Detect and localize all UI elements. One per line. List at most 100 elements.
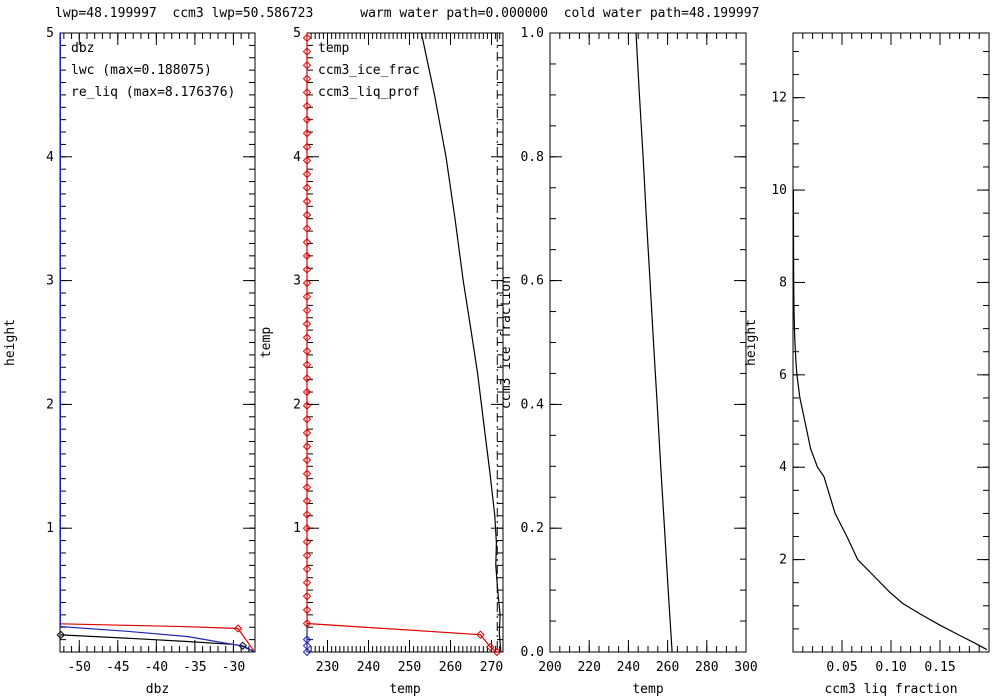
y-minor-ticks xyxy=(307,32,503,653)
diamond-marker xyxy=(302,647,312,657)
diamond-marker xyxy=(302,346,312,356)
y-minor-ticks xyxy=(550,32,746,653)
y-tick-label: 10 xyxy=(771,183,787,198)
y-major-ticks xyxy=(550,32,746,653)
x-tick-label: 300 xyxy=(734,660,757,675)
diamond-marker xyxy=(302,605,312,615)
diamond-marker xyxy=(56,630,65,640)
series-temp xyxy=(420,32,502,653)
diamond-marker xyxy=(302,224,312,233)
y-tick-label: 1 xyxy=(293,521,301,536)
diamond-marker xyxy=(302,183,312,192)
y-axis-title: ccm3 ice fraction xyxy=(499,276,514,409)
series-lwc-markers xyxy=(233,624,243,633)
diamond-marker xyxy=(302,428,312,438)
x-tick-label: -30 xyxy=(222,660,245,675)
x-major-ticks xyxy=(327,33,493,652)
diamond-marker xyxy=(302,306,312,315)
y-tick-label: 0.6 xyxy=(521,274,544,289)
series-ccm3_liq_prof xyxy=(306,33,498,653)
diamond-marker xyxy=(302,523,312,533)
diamond-marker xyxy=(302,115,312,124)
x-tick-label: 230 xyxy=(316,660,339,675)
y-tick-label: 5 xyxy=(293,26,301,41)
diamond-marker xyxy=(302,333,312,342)
x-tick-label: 0.05 xyxy=(826,660,857,675)
diamond-marker xyxy=(302,251,312,261)
x-tick-label: 280 xyxy=(695,660,718,675)
legend-label-lwc: lwc (max=0.188075) xyxy=(71,63,212,78)
diamond-marker xyxy=(302,387,312,397)
y-tick-label: 1.0 xyxy=(521,26,544,41)
legend: temp ccm3_ice_frac ccm3_liq_prof xyxy=(318,41,420,100)
x-minor-ticks xyxy=(792,33,990,652)
x-tick-label: 0.10 xyxy=(875,660,906,675)
diamond-marker xyxy=(476,630,485,639)
diamond-marker xyxy=(302,483,312,492)
diamond-marker xyxy=(302,292,312,301)
x-tick-label: 240 xyxy=(617,660,640,675)
diamond-marker xyxy=(302,510,312,519)
y-tick-labels: 0.0 0.2 0.4 0.6 0.8 1.0 xyxy=(521,26,545,660)
y-tick-label: 5 xyxy=(46,26,54,41)
y-axis-title: temp xyxy=(259,327,274,358)
figure-title: lwp=48.199997 ccm3 lwp=50.586723 warm wa… xyxy=(55,6,760,21)
panel-ice-fraction-vs-temp: 200 220 240 260 280 300 0.0 0.2 0.4 0.6 0.8 1.0 temp… xyxy=(499,26,758,697)
diamond-marker xyxy=(302,265,312,274)
plot-frame xyxy=(792,32,990,653)
y-tick-label: 6 xyxy=(779,368,787,383)
y-tick-label: 12 xyxy=(771,91,787,106)
x-tick-label: -50 xyxy=(68,660,91,675)
plot-frame xyxy=(306,32,504,653)
x-tick-label: 270 xyxy=(480,660,503,675)
x-minor-ticks xyxy=(63,33,250,652)
y-tick-label: 2 xyxy=(293,397,301,412)
diamond-marker xyxy=(492,647,502,657)
diamond-marker xyxy=(302,33,312,43)
y-major-ticks xyxy=(307,32,503,529)
y-tick-label: 4 xyxy=(293,150,301,165)
series-re_liq xyxy=(59,33,255,653)
diamond-marker xyxy=(233,624,243,633)
panel-temp-profile: 230 240 250 260 270 1 2 3 4 5 temp temp temp ccm3_ice… xyxy=(259,26,504,697)
series-ccm3_ice_fraction xyxy=(635,32,673,653)
x-tick-label: 220 xyxy=(577,660,600,675)
diamond-marker xyxy=(302,210,312,220)
y-minor-ticks xyxy=(60,32,255,653)
x-major-ticks xyxy=(549,33,747,652)
legend-label-ccm3_liq_prof: ccm3_liq_prof xyxy=(318,85,420,100)
x-tick-label: -40 xyxy=(145,660,168,675)
diamond-marker xyxy=(302,469,312,478)
diamond-marker xyxy=(302,129,312,138)
diamond-marker xyxy=(302,641,312,651)
y-tick-label: 8 xyxy=(779,275,787,290)
y-tick-label: 1 xyxy=(46,521,54,536)
y-axis-title: height xyxy=(744,319,759,366)
panel-dbz-profile: -50 -45 -40 -35 -30 1 2 3 4 5 dbz height dbz lwc (max… xyxy=(3,26,256,697)
diamond-marker xyxy=(302,169,312,179)
x-axis-title: temp xyxy=(389,682,420,697)
diamond-marker xyxy=(486,642,495,652)
x-major-ticks xyxy=(841,33,941,652)
y-tick-label: 3 xyxy=(293,274,301,289)
y-tick-label: 0.8 xyxy=(521,150,544,165)
y-tick-label: 4 xyxy=(46,150,54,165)
panel-liq-fraction-profile: 0.05 0.10 0.15 2 4 6 8 10 12 ccm3 liq fraction hei… xyxy=(744,32,990,697)
diamond-marker xyxy=(302,74,312,84)
diamond-marker xyxy=(302,360,312,369)
plot-frame xyxy=(549,32,747,653)
plot-frame xyxy=(59,32,256,653)
diamond-marker xyxy=(302,156,312,165)
x-tick-label: 260 xyxy=(656,660,679,675)
y-tick-labels: 1 2 3 4 5 xyxy=(46,26,54,536)
y-tick-label: 0.4 xyxy=(521,397,545,412)
diamond-marker xyxy=(302,142,312,152)
legend: dbz lwc (max=0.188075) re_liq (max=8.17637… xyxy=(71,41,235,100)
diamond-marker xyxy=(302,401,312,410)
y-tick-label: 2 xyxy=(779,553,787,568)
diamond-marker xyxy=(302,564,312,574)
diamond-marker xyxy=(302,537,312,547)
x-tick-labels: -50 -45 -40 -35 -30 xyxy=(68,660,246,675)
